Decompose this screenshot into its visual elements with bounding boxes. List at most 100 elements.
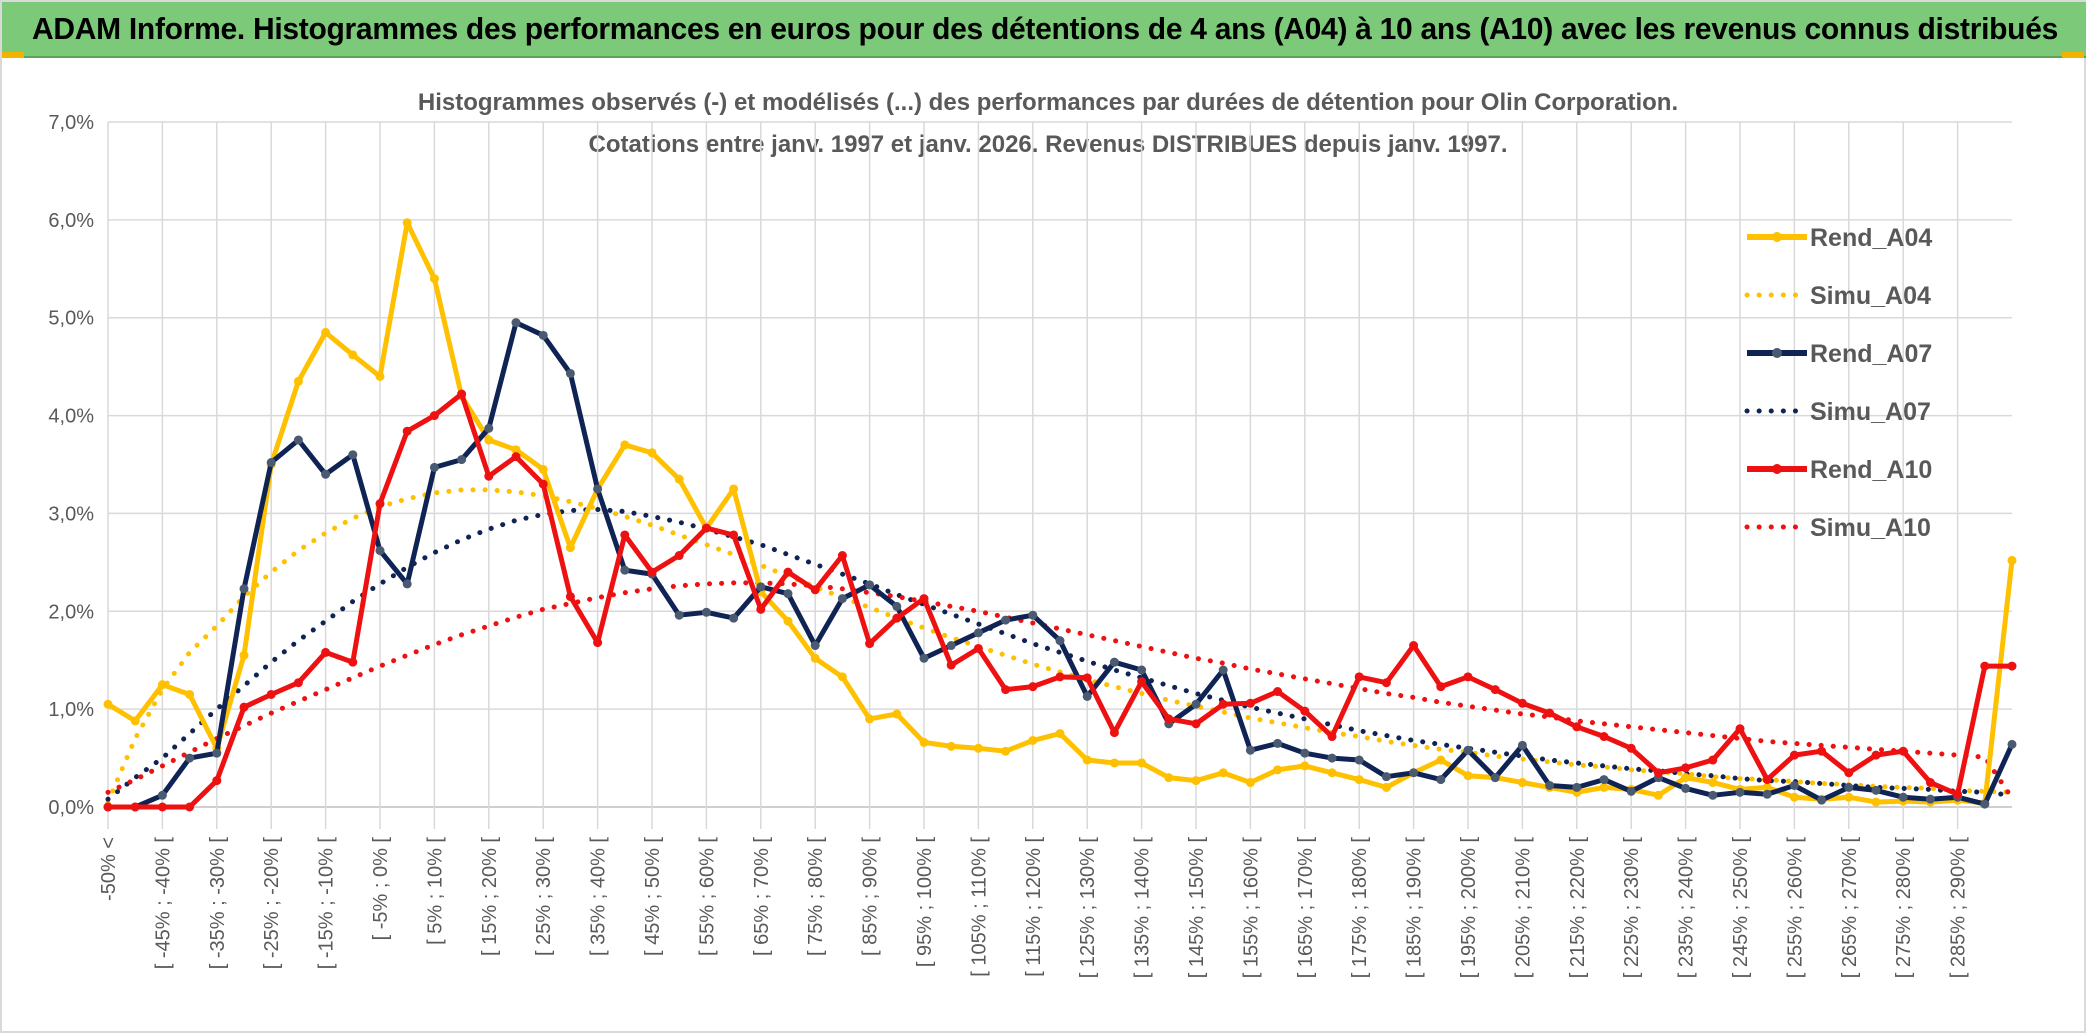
x-tick-label: [ 125% ; 130% [ bbox=[1077, 837, 1099, 979]
data-point-rend-a07 bbox=[674, 610, 684, 620]
data-point-rend-a07 bbox=[1789, 780, 1799, 790]
data-point-rend-a04 bbox=[1245, 778, 1255, 788]
data-point-rend-a10 bbox=[1055, 672, 1065, 682]
banner-corner-right bbox=[2062, 52, 2084, 58]
data-point-rend-a07 bbox=[565, 368, 575, 378]
data-point-rend-a10 bbox=[1490, 685, 1500, 695]
y-axis-ticks: 0,0% 1,0% 2,0% 3,0% 4,0% 5,0% 6,0% 7,0% bbox=[48, 112, 94, 819]
y-tick-label: 1,0% bbox=[48, 699, 94, 721]
data-point-rend-a10 bbox=[946, 660, 956, 670]
data-point-rend-a04 bbox=[348, 350, 358, 360]
series-simu-a07 bbox=[105, 507, 2015, 802]
data-point-rend-a10 bbox=[266, 689, 276, 699]
data-point-rend-a04 bbox=[729, 484, 739, 494]
data-point-rend-a04 bbox=[620, 440, 630, 450]
data-point-rend-a04 bbox=[1191, 776, 1201, 786]
data-point-rend-a07 bbox=[1762, 789, 1772, 799]
data-point-rend-a04 bbox=[1218, 768, 1228, 778]
data-point-rend-a10 bbox=[1109, 728, 1119, 738]
chart-legend: Rend_A04 Simu_A04 Rend_A07 Simu_A07 Rend_A10… bbox=[1744, 224, 1932, 542]
series-rend-a10 bbox=[103, 389, 2017, 812]
x-tick-label: [ -5% ; 0% [ bbox=[370, 837, 392, 941]
x-tick-label: [ 255% ; 260% [ bbox=[1784, 837, 1806, 979]
data-point-rend-a10 bbox=[157, 802, 167, 812]
x-tick-label: [ -45% ; -40% [ bbox=[152, 837, 174, 970]
data-point-rend-a10 bbox=[1191, 719, 1201, 729]
data-point-rend-a10 bbox=[973, 643, 983, 653]
data-point-rend-a04 bbox=[511, 445, 521, 455]
data-point-rend-a10 bbox=[511, 452, 521, 462]
data-point-rend-a10 bbox=[348, 657, 358, 667]
data-point-rend-a07 bbox=[1300, 748, 1310, 758]
x-tick-label: [ 275% ; 280% [ bbox=[1893, 837, 1915, 979]
data-point-rend-a07 bbox=[538, 330, 548, 340]
data-point-rend-a10 bbox=[1871, 750, 1881, 760]
data-point-rend-a07 bbox=[321, 469, 331, 479]
data-point-rend-a04 bbox=[375, 371, 385, 381]
data-point-rend-a07 bbox=[1545, 780, 1555, 790]
data-point-rend-a04 bbox=[538, 464, 548, 474]
series-line-simu-a07 bbox=[105, 507, 2015, 802]
data-point-rend-a07 bbox=[511, 318, 521, 328]
data-point-rend-a10 bbox=[1545, 708, 1555, 718]
x-tick-label: [ 45% ; 50% [ bbox=[642, 837, 664, 956]
data-point-rend-a10 bbox=[1409, 641, 1419, 651]
data-point-rend-a10 bbox=[1436, 682, 1446, 692]
data-point-rend-a04 bbox=[1844, 792, 1854, 802]
data-point-rend-a04 bbox=[1517, 778, 1527, 788]
data-point-rend-a10 bbox=[103, 802, 113, 812]
data-point-rend-a04 bbox=[647, 448, 657, 458]
data-point-rend-a07 bbox=[756, 582, 766, 592]
data-point-rend-a07 bbox=[1327, 753, 1337, 763]
x-tick-label: [ 55% ; 60% [ bbox=[696, 837, 718, 956]
data-point-rend-a04 bbox=[973, 743, 983, 753]
data-point-rend-a04 bbox=[1028, 735, 1038, 745]
data-point-rend-a07 bbox=[1925, 794, 1935, 804]
data-point-rend-a04 bbox=[1681, 773, 1691, 783]
data-point-rend-a10 bbox=[1599, 732, 1609, 742]
data-point-rend-a10 bbox=[837, 551, 847, 561]
data-point-rend-a10 bbox=[1300, 706, 1310, 716]
data-point-rend-a07 bbox=[1381, 772, 1391, 782]
series-simu-a10 bbox=[105, 580, 2015, 801]
x-tick-label: [ 185% ; 190% [ bbox=[1404, 837, 1426, 979]
x-tick-label: [ 25% ; 30% [ bbox=[533, 837, 555, 956]
data-point-rend-a07 bbox=[620, 565, 630, 575]
data-point-rend-a10 bbox=[593, 638, 603, 648]
x-tick-label: [ 175% ; 180% [ bbox=[1349, 837, 1371, 979]
data-point-rend-a04 bbox=[1762, 782, 1772, 792]
data-point-rend-a07 bbox=[1273, 738, 1283, 748]
y-tick-label: 5,0% bbox=[48, 308, 94, 330]
data-point-rend-a10 bbox=[1028, 682, 1038, 692]
series-line-simu-a04 bbox=[105, 487, 2015, 805]
data-point-rend-a07 bbox=[1409, 768, 1419, 778]
data-point-rend-a07 bbox=[157, 790, 167, 800]
data-point-rend-a07 bbox=[1681, 783, 1691, 793]
data-point-rend-a10 bbox=[1953, 789, 1963, 799]
data-point-rend-a07 bbox=[1218, 665, 1228, 675]
data-point-rend-a10 bbox=[1708, 755, 1718, 765]
data-point-rend-a07 bbox=[402, 579, 412, 589]
chart-grid bbox=[107, 121, 2012, 829]
data-point-rend-a07 bbox=[1245, 745, 1255, 755]
data-point-rend-a04 bbox=[293, 376, 303, 386]
data-point-rend-a07 bbox=[1980, 799, 1990, 809]
data-point-rend-a07 bbox=[1191, 699, 1201, 709]
legend-label-simu-a10: Simu_A10 bbox=[1810, 514, 1931, 542]
data-point-rend-a10 bbox=[1844, 768, 1854, 778]
series-line-rend-a10 bbox=[108, 391, 2012, 810]
data-point-rend-a10 bbox=[293, 678, 303, 688]
legend-label-rend-a04: Rend_A04 bbox=[1810, 224, 1932, 252]
data-point-rend-a10 bbox=[484, 471, 494, 481]
x-tick-label: -50% < bbox=[98, 837, 120, 901]
data-point-rend-a07 bbox=[701, 607, 711, 617]
data-point-rend-a10 bbox=[1381, 678, 1391, 688]
data-point-rend-a04 bbox=[1001, 746, 1011, 756]
x-tick-label: [ 165% ; 170% [ bbox=[1295, 837, 1317, 979]
data-point-rend-a07 bbox=[837, 594, 847, 604]
data-point-rend-a07 bbox=[973, 628, 983, 638]
data-point-rend-a10 bbox=[1735, 724, 1745, 734]
data-point-rend-a04 bbox=[1463, 771, 1473, 781]
x-tick-label: [ 65% ; 70% [ bbox=[751, 837, 773, 956]
